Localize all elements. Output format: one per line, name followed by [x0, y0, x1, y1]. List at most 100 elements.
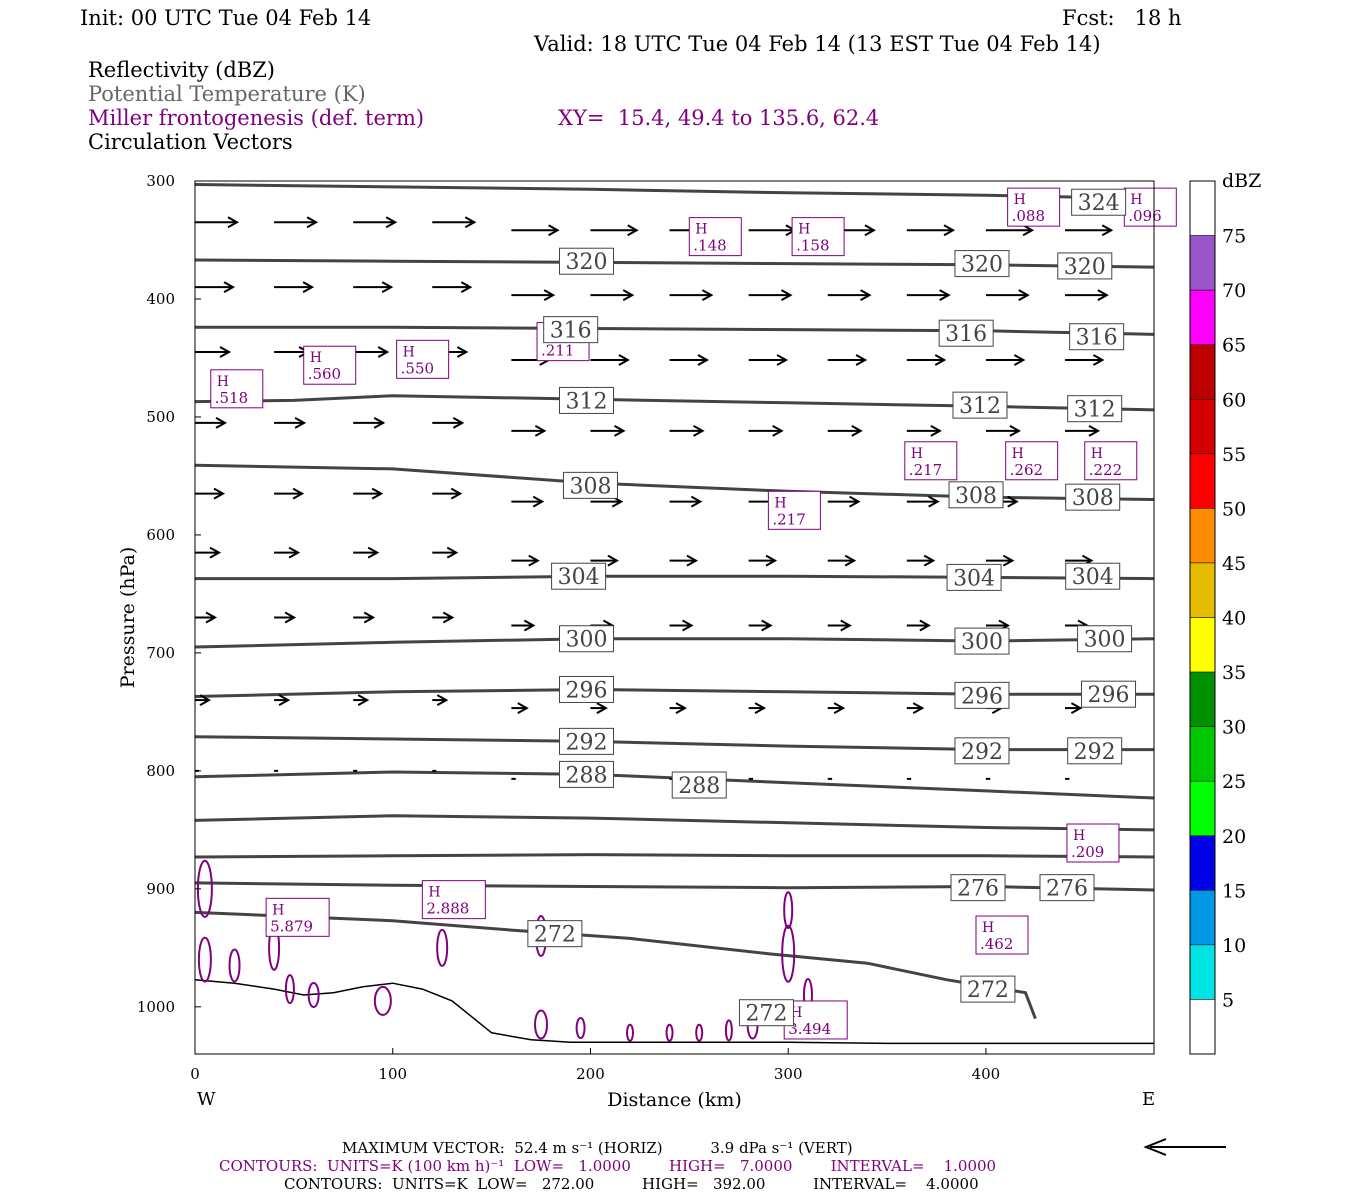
frontogenesis-high-value: 2.888	[426, 900, 469, 918]
frontogenesis-high-value: .211	[541, 342, 574, 360]
x-tick-label: 0	[190, 1065, 200, 1083]
colorbar-swatch	[1189, 180, 1216, 236]
frontogenesis-high-box	[1084, 441, 1138, 481]
colorbar: dBZ 5 10 15 20 25 30 35 40 45 50 55 60 65 70 75	[1189, 170, 1261, 1055]
terrain-line	[194, 978, 1154, 1045]
vector-head	[943, 224, 956, 237]
theta-label: 272	[534, 923, 576, 948]
frontogenesis-high-marker: H	[403, 344, 415, 360]
frontogenesis-high-box	[975, 915, 1029, 955]
max-vector-note: MAXIMUM VECTOR: 52.4 m s⁻¹ (HORIZ) 3.9 d…	[342, 1139, 853, 1157]
theta-contour-280	[194, 853, 1155, 859]
vector-head	[377, 346, 390, 358]
x-axis-label: Distance (km)	[607, 1089, 742, 1111]
vector-head	[1097, 289, 1109, 302]
theta-label: 300	[1084, 628, 1126, 653]
vector-head	[627, 224, 639, 237]
vector-head	[1088, 424, 1101, 437]
y-tick-label: 600	[146, 526, 175, 544]
vector-head	[864, 224, 877, 237]
vector-head	[928, 495, 940, 508]
vector-head	[532, 495, 545, 508]
frontogenesis-high-marker: H	[1014, 192, 1026, 208]
theta-label: 276	[957, 877, 999, 902]
colorbar-swatch	[1189, 344, 1216, 400]
plot-frame	[194, 180, 1155, 1055]
theta-label: 296	[961, 684, 1003, 709]
vector-head	[223, 281, 236, 294]
theta-label: 272	[745, 1002, 787, 1027]
frontogenesis-high-marker: H	[695, 222, 707, 238]
theta-label-box	[562, 471, 618, 499]
theta-label-box	[938, 319, 994, 347]
theta-label: 304	[1072, 565, 1114, 590]
vector-head	[613, 424, 626, 437]
theta-label: 292	[1074, 740, 1116, 765]
vector-head	[1070, 702, 1083, 714]
frontogenesis-high-value: .262	[1010, 461, 1043, 479]
frontogenesis-contour	[575, 1017, 586, 1040]
vector-head	[930, 424, 942, 437]
vector-head	[923, 554, 936, 567]
vector-head	[292, 487, 305, 500]
field-theta: Potential Temperature (K)	[88, 82, 366, 106]
colorbar-label: 30	[1222, 717, 1246, 739]
theta-label: 308	[1072, 486, 1114, 511]
vector-head	[840, 619, 852, 632]
frontogenesis-high-value: .088	[1012, 207, 1045, 225]
y-tick-label: 300	[146, 172, 175, 190]
theta-label-box	[946, 563, 1002, 591]
theta-label-box	[559, 760, 615, 788]
frontogenesis-high-box	[688, 217, 742, 257]
theta-label: 296	[1088, 683, 1130, 708]
east-label: E	[1142, 1089, 1155, 1110]
vector-head	[213, 487, 226, 500]
frontogenesis-contour	[284, 974, 295, 1005]
theta-label: 272	[967, 978, 1009, 1003]
theta-contour-308	[194, 463, 1155, 501]
colorbar-swatch	[1189, 835, 1216, 891]
theta-label: 308	[569, 474, 611, 499]
frontogenesis-contour-info: CONTOURS: UNITS=K (100 km h)⁻¹ LOW= 1.00…	[219, 1157, 997, 1175]
colorbar-swatch	[1189, 289, 1216, 345]
x-tick-label: 200	[576, 1065, 605, 1083]
frontogenesis-high-box	[303, 345, 357, 385]
field-reflectivity: Reflectivity (dBZ)	[88, 58, 276, 82]
colorbar-swatch	[1189, 235, 1216, 291]
colorbar-swatch	[1189, 617, 1216, 673]
vector-head	[357, 694, 370, 706]
vector-head	[385, 216, 398, 229]
frontogenesis-high-box	[767, 490, 821, 530]
vector-head	[205, 611, 218, 624]
theta-label-box	[1065, 483, 1121, 511]
vector-head	[675, 702, 688, 714]
theta-label: 320	[1064, 255, 1106, 280]
colorbar-label: 20	[1222, 826, 1246, 848]
theta-label: 324	[1078, 191, 1120, 216]
theta-label-box	[671, 771, 727, 799]
theta-contour-320	[194, 258, 1155, 269]
theta-label: 320	[566, 250, 608, 275]
frontogenesis-contour	[626, 1023, 635, 1042]
vector-head	[456, 346, 469, 358]
frontogenesis-high-box	[904, 441, 958, 481]
frontogenesis-contour	[783, 891, 794, 930]
max-vector-arrow-icon	[1143, 1138, 1226, 1156]
vector-head	[219, 346, 232, 358]
theta-label: 320	[961, 253, 1003, 278]
y-tick-label: 700	[146, 644, 175, 662]
colorbar-swatch	[1189, 999, 1216, 1055]
vector-head	[215, 416, 228, 429]
vector-head	[543, 289, 556, 302]
vector-head	[701, 289, 714, 302]
vector-head	[1002, 554, 1015, 567]
theta-label: 300	[961, 630, 1003, 655]
colorbar-label: 45	[1222, 553, 1246, 575]
frontogenesis-high-marker: H	[272, 902, 284, 918]
theta-contours	[194, 183, 1155, 1045]
vector-head	[912, 702, 925, 714]
colorbar-label: 65	[1222, 335, 1246, 357]
frontogenesis-high-marker: H	[982, 920, 994, 936]
frontogenesis-contour	[781, 924, 796, 983]
frontogenesis-high-marker: H	[1073, 828, 1085, 844]
